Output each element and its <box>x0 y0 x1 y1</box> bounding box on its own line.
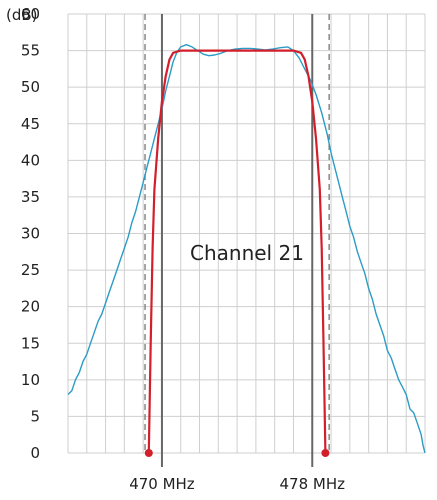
endpoint-marker <box>144 449 153 457</box>
x-tick-label: 470 MHz <box>129 475 195 493</box>
y-axis-label: (dB) <box>6 6 38 24</box>
grid <box>67 13 426 454</box>
series-layer <box>67 44 426 457</box>
y-tick-label: 55 <box>21 42 40 60</box>
y-tick-label: 35 <box>21 188 40 206</box>
y-axis: 0 5 10 15 20 25 30 35 40 45 50 55 60 <box>21 5 40 462</box>
endpoint-marker <box>321 449 330 457</box>
y-tick-label: 45 <box>21 115 40 133</box>
y-tick-label: 20 <box>21 298 40 316</box>
y-tick-label: 60 <box>21 5 40 23</box>
channel-markers <box>144 14 330 467</box>
y-tick-label: 50 <box>21 78 40 96</box>
spectrum-line <box>67 44 426 454</box>
y-tick-label: 40 <box>21 151 40 169</box>
y-tick-label: 10 <box>21 371 40 389</box>
channel-annotation: Channel 21 <box>190 241 304 265</box>
filter-response-line <box>147 49 327 454</box>
y-tick-label: 30 <box>21 225 40 243</box>
y-tick-label: 15 <box>21 334 40 352</box>
x-axis: 470 MHz 478 MHz <box>129 475 345 493</box>
x-tick-label: 478 MHz <box>280 475 346 493</box>
y-tick-label: 5 <box>30 407 40 425</box>
y-tick-label: 25 <box>21 261 40 279</box>
y-tick-label: 0 <box>30 444 40 462</box>
